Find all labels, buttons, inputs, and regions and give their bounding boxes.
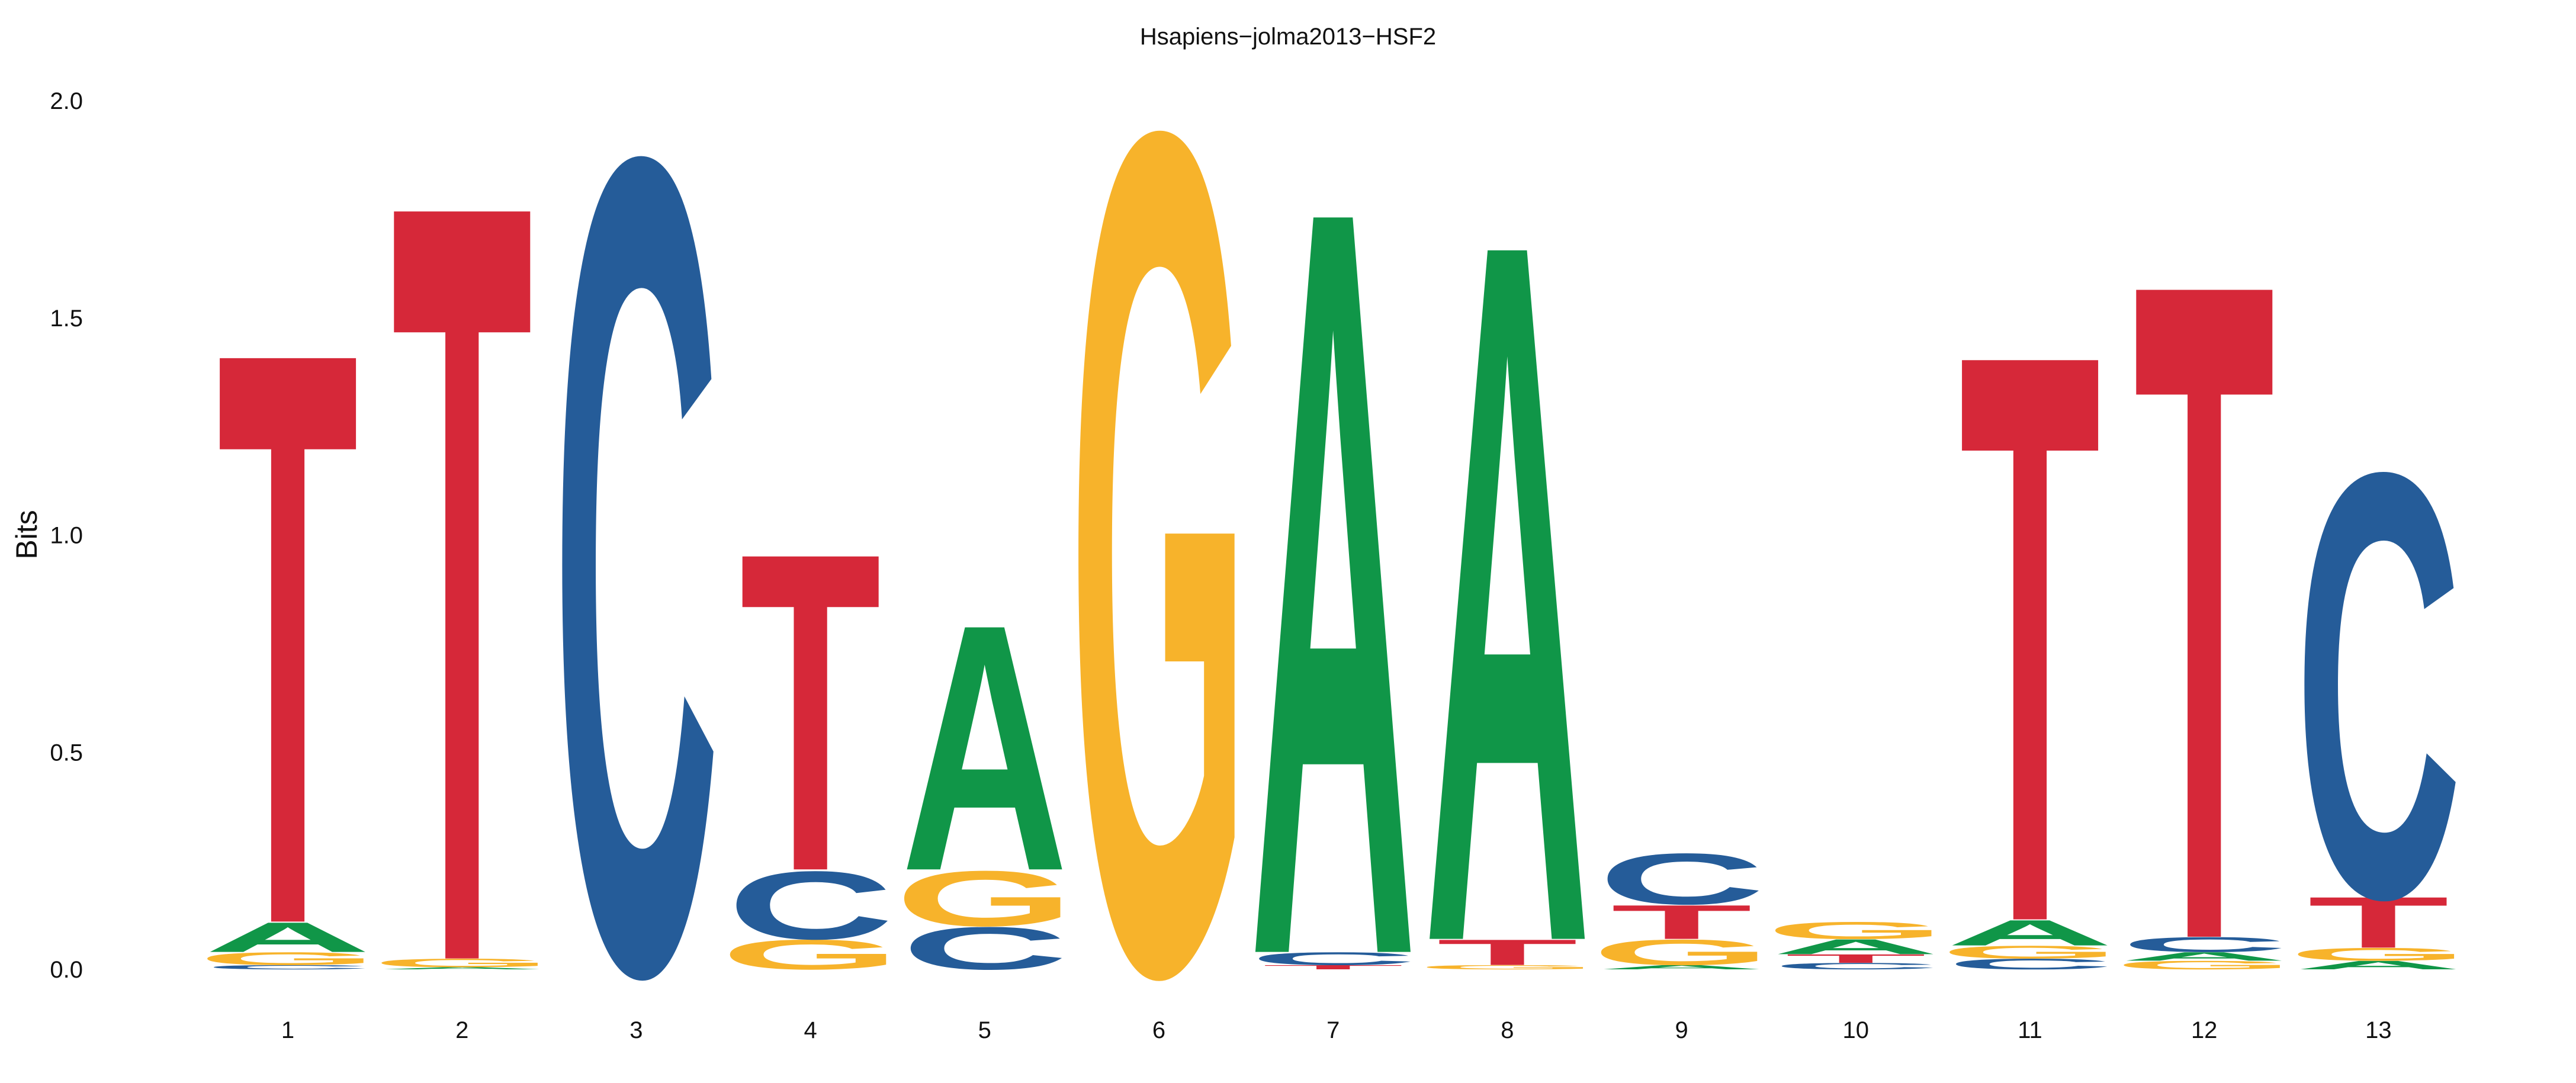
y-tick-label: 0.0 (50, 957, 83, 983)
logo-letter-t: T (1960, 183, 2101, 1083)
x-tick-label: 6 (1152, 1017, 1165, 1043)
logo-letter-a: A (378, 966, 545, 970)
logo-letter-c: C (901, 914, 1068, 982)
x-tick-label: 12 (2191, 1017, 2218, 1043)
logo-letter-g: G (1940, 942, 2120, 962)
logo-letter-a: A (2121, 950, 2288, 963)
logo-letter-t: T (391, 0, 533, 1083)
logo-letter-g: G (1592, 932, 1772, 973)
logo-letter-a: A (1424, 33, 1591, 1083)
logo-letter-t: T (217, 181, 359, 1083)
logo-letter-a: A (1947, 912, 2114, 953)
x-tick-label: 9 (1675, 1017, 1688, 1043)
logo-letter-a: A (1598, 964, 1765, 970)
x-tick-label: 1 (281, 1017, 294, 1043)
x-tick-label: 10 (1843, 1017, 1870, 1043)
logo-letter-g: G (1069, 0, 1249, 1083)
x-tick-label: 3 (629, 1017, 643, 1043)
logo-letter-g: G (372, 956, 552, 970)
logo-letter-g: G (2288, 944, 2468, 964)
logo-letter-g: G (198, 949, 378, 969)
logo-letter-g: G (1417, 964, 1597, 970)
logo-letter-a: A (901, 551, 1068, 944)
x-tick-label: 5 (978, 1017, 991, 1043)
x-tick-label: 7 (1326, 1017, 1340, 1043)
logo-letter-g: G (1766, 917, 1946, 944)
logo-letter-t: T (1437, 932, 1578, 973)
logo-letter-c: C (1772, 961, 1939, 971)
x-tick-label: 11 (2018, 1017, 2042, 1043)
logo-letter-g: G (895, 854, 1075, 943)
logo-letter-t: T (1611, 895, 1752, 949)
logo-letter-a: A (1772, 935, 1939, 959)
x-tick-label: 13 (2365, 1017, 2392, 1043)
logo-letter-a: A (204, 914, 371, 961)
logo-letter-a: A (2295, 958, 2462, 972)
logo-letter-t: T (1785, 952, 1927, 965)
logo-letter-g: G (2114, 958, 2294, 972)
x-tick-label: 4 (804, 1017, 817, 1043)
logo-letter-t: T (1263, 964, 1404, 970)
logo-letter-c: C (204, 964, 371, 970)
logo-letter-g: G (721, 931, 901, 978)
logo-letter-t: T (2308, 882, 2449, 963)
logo-letter-c: C (1947, 956, 2114, 973)
y-tick-label: 2.0 (50, 88, 83, 114)
y-tick-label: 1.0 (50, 523, 83, 549)
x-tick-label: 2 (455, 1017, 468, 1043)
logo-letter-c: C (2121, 933, 2288, 956)
logo-letter-t: T (740, 458, 881, 967)
y-axis-label: Bits (10, 510, 43, 559)
logo-letter-a: A (1250, 0, 1417, 1083)
y-tick-label: 0.5 (50, 740, 83, 766)
chart-title: Hsapiens−jolma2013−HSF2 (1140, 24, 1436, 50)
logo-letter-c: C (1250, 949, 1417, 969)
y-axis-ticks: 0.0 0.5 1.0 1.5 2.0 (50, 88, 83, 983)
logo-letter-c: C (1598, 838, 1765, 920)
logo-letter-c: C (727, 851, 894, 960)
logo-letter-c: C (553, 0, 720, 1083)
logo-letter-t: T (2134, 86, 2275, 1083)
y-tick-label: 1.5 (50, 306, 83, 332)
x-tick-label: 8 (1501, 1017, 1514, 1043)
x-axis-ticks: 1 2 3 4 5 6 7 8 9 10 11 12 13 (281, 1017, 2392, 1043)
logo-letter-c: C (2295, 347, 2462, 1024)
